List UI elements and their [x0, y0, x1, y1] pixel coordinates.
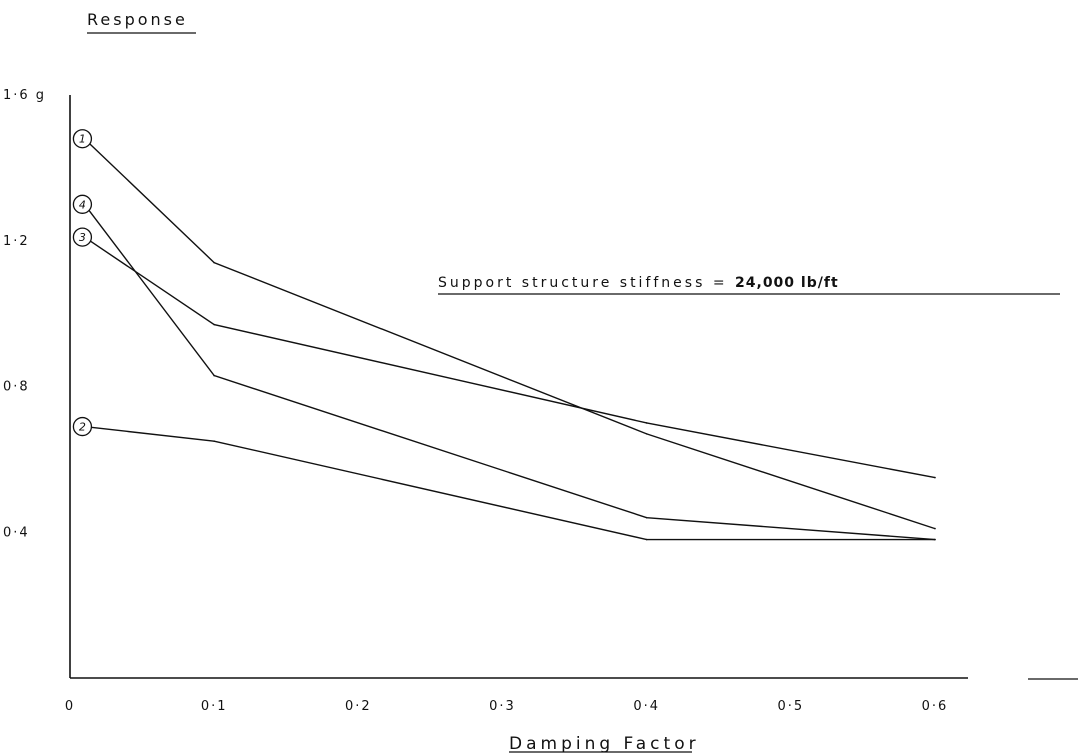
- data-point: [213, 261, 215, 264]
- data-point: [213, 440, 215, 442]
- series-marker-circle: [72, 129, 93, 149]
- data-point: [645, 538, 648, 541]
- data-point: [213, 323, 215, 326]
- series-line-2: [84, 425, 935, 541]
- y-tick-labels: 0·4 0·8 1·2 1·6 g: [3, 88, 46, 540]
- series-line-4: [83, 203, 936, 541]
- stiffness-annotation: Support structure stiffness = 24,000 lb/…: [438, 275, 839, 291]
- x-tick-label: 0·3: [489, 699, 516, 714]
- x-tick-label: 0·1: [201, 699, 228, 714]
- series-line-3: [84, 236, 936, 479]
- data-point: [213, 374, 215, 377]
- series-marker-label: 2: [79, 421, 86, 434]
- y-axis-title: Response: [87, 10, 188, 29]
- series-marker-circle: [72, 227, 93, 247]
- x-tick-label: 0: [65, 699, 75, 714]
- x-tick-label: 0·4: [633, 699, 660, 714]
- series-marker-label: 1: [79, 133, 86, 146]
- x-tick-label: 0·6: [922, 699, 949, 714]
- series-marker-label: 4: [79, 198, 86, 211]
- data-point: [645, 516, 648, 519]
- y-tick-label: 1·2: [3, 234, 30, 249]
- data-point: [934, 476, 936, 479]
- y-tick-label: 0·8: [3, 380, 30, 395]
- data-point: [934, 538, 936, 541]
- stiffness-annotation-prefix: Support structure stiffness =: [438, 275, 735, 291]
- y-tick-label: 1·6 g: [3, 88, 46, 103]
- series-lines: 1 2 3 4: [72, 129, 936, 541]
- stiffness-annotation-value: 24,000 lb/ft: [735, 275, 839, 291]
- x-tick-labels: 0 0·1 0·2 0·3 0·4 0·5 0·6: [65, 699, 949, 714]
- series-line-1: [83, 138, 936, 530]
- x-tick-label: 0·5: [777, 699, 804, 714]
- y-tick-label: 0·4: [3, 525, 30, 540]
- series-marker-circle: [72, 416, 93, 437]
- x-axis-title: Damping Factor: [509, 734, 700, 754]
- data-point: [645, 422, 648, 424]
- x-tick-label: 0·2: [345, 699, 372, 714]
- data-point: [934, 527, 936, 530]
- data-point: [645, 433, 648, 435]
- series-marker-label: 3: [79, 231, 86, 244]
- series-marker-circle: [72, 194, 93, 214]
